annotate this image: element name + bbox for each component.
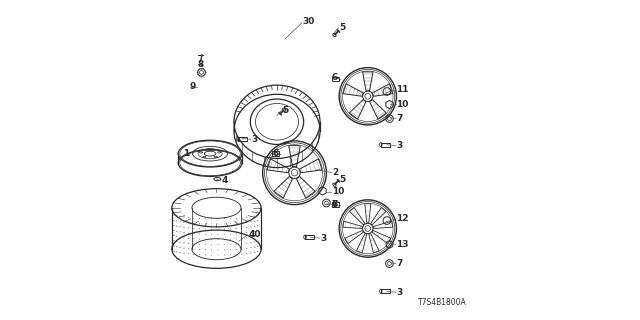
Text: 4: 4 bbox=[221, 176, 228, 185]
Bar bbox=[272, 151, 279, 156]
Text: 11: 11 bbox=[396, 85, 409, 94]
Text: 7: 7 bbox=[396, 259, 403, 268]
Text: 8: 8 bbox=[197, 60, 204, 69]
Bar bbox=[239, 137, 247, 141]
Text: 5: 5 bbox=[339, 175, 346, 184]
Bar bbox=[332, 202, 339, 207]
Text: 5: 5 bbox=[339, 23, 346, 32]
Text: 1: 1 bbox=[183, 149, 189, 158]
Text: T7S4B1800A: T7S4B1800A bbox=[418, 298, 467, 307]
Text: 13: 13 bbox=[396, 240, 409, 249]
Text: 6: 6 bbox=[272, 149, 278, 158]
Text: 5: 5 bbox=[282, 106, 288, 115]
Text: 6: 6 bbox=[331, 73, 337, 82]
Text: 12: 12 bbox=[396, 214, 409, 223]
Text: 7: 7 bbox=[396, 114, 403, 123]
Bar bbox=[332, 76, 339, 81]
Text: 30: 30 bbox=[303, 17, 315, 26]
Text: 40: 40 bbox=[248, 230, 261, 239]
Bar bbox=[305, 235, 314, 239]
Text: 3: 3 bbox=[252, 135, 258, 144]
Text: 3: 3 bbox=[396, 288, 403, 297]
Bar bbox=[381, 143, 390, 147]
Text: 9: 9 bbox=[189, 82, 196, 91]
Text: 2: 2 bbox=[333, 168, 339, 177]
Text: 10: 10 bbox=[332, 188, 344, 196]
Text: 7: 7 bbox=[332, 200, 338, 209]
Text: 3: 3 bbox=[320, 234, 326, 243]
Text: 10: 10 bbox=[396, 100, 409, 109]
Text: 3: 3 bbox=[396, 141, 403, 150]
Text: 6: 6 bbox=[331, 200, 337, 209]
Bar bbox=[381, 289, 390, 293]
